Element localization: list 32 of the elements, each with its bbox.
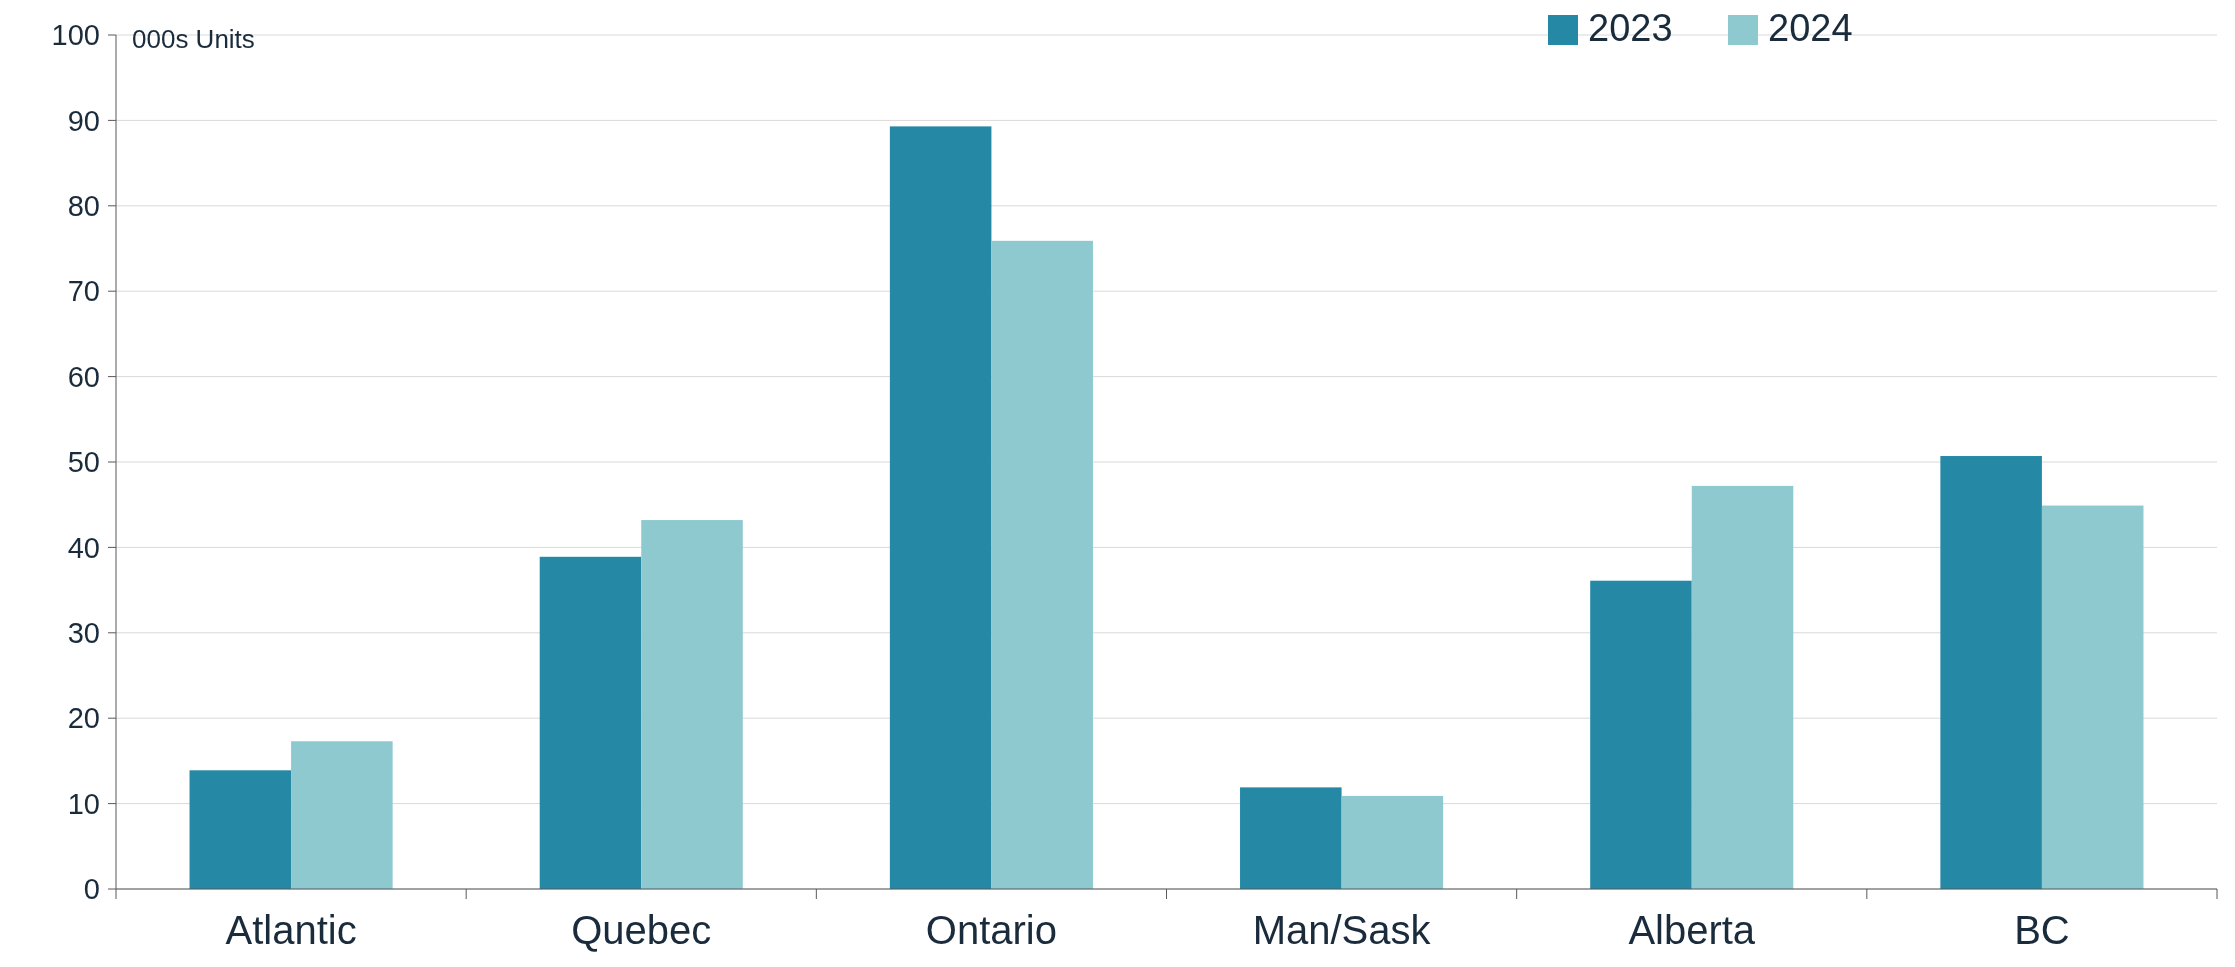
x-tick-label: BC bbox=[2014, 908, 2070, 952]
y-tick-label: 40 bbox=[67, 531, 100, 564]
bar bbox=[1341, 795, 1444, 889]
x-tick-label: Ontario bbox=[925, 908, 1057, 952]
bar bbox=[189, 770, 292, 889]
bar bbox=[539, 556, 642, 889]
y-tick-label: 90 bbox=[67, 104, 100, 137]
x-tick-label: Quebec bbox=[571, 908, 712, 952]
annotation: 000s Units bbox=[132, 23, 255, 54]
y-tick-label: 100 bbox=[51, 19, 100, 52]
y-tick-label: 80 bbox=[67, 189, 100, 222]
bar bbox=[1691, 485, 1794, 889]
bar bbox=[991, 240, 1093, 889]
y-tick-label: 50 bbox=[67, 446, 100, 479]
bar bbox=[1590, 580, 1692, 889]
y-tick-label: 20 bbox=[67, 702, 100, 735]
y-tick-label: 0 bbox=[83, 873, 100, 906]
bar bbox=[1940, 456, 2042, 889]
bar bbox=[1240, 787, 1342, 889]
y-tick-label: 70 bbox=[67, 275, 100, 308]
y-tick-label: 10 bbox=[67, 787, 100, 820]
x-tick-label: Alberta bbox=[1628, 908, 1756, 952]
bar bbox=[291, 741, 393, 889]
x-tick-label: Man/Sask bbox=[1252, 908, 1432, 952]
y-tick-label: 30 bbox=[67, 616, 100, 649]
bar bbox=[889, 126, 992, 889]
bar bbox=[2041, 505, 2144, 889]
y-tick-label: 60 bbox=[67, 360, 100, 393]
x-tick-label: Atlantic bbox=[225, 908, 357, 952]
legend-label: 2023 bbox=[1588, 7, 1673, 50]
bar bbox=[641, 520, 743, 889]
legend-label: 2024 bbox=[1768, 7, 1853, 50]
